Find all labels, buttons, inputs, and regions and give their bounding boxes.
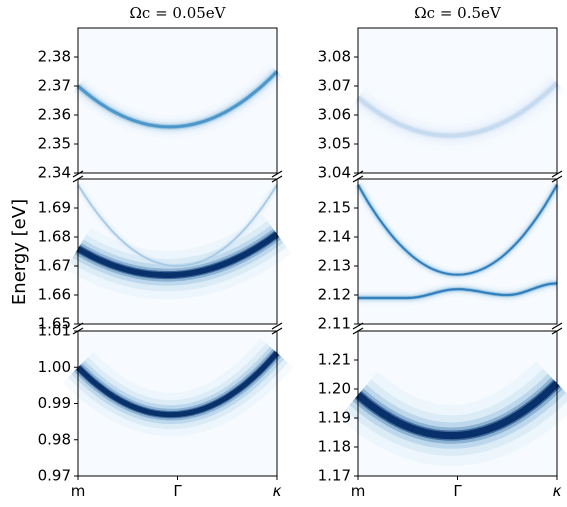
band-core-line <box>77 184 278 267</box>
axis-break-mark <box>352 327 364 335</box>
y-tick-label: 2.15 <box>318 199 351 217</box>
panel-background <box>358 179 557 324</box>
y-tick-label: 1.68 <box>38 228 71 246</box>
axis-break-mark <box>271 322 283 330</box>
y-tick-label: 2.38 <box>38 48 71 66</box>
axis-break-mark <box>352 170 364 178</box>
band-0 <box>62 338 294 437</box>
band-0 <box>348 71 567 152</box>
y-tick-label: 2.35 <box>38 135 71 153</box>
panel-frame <box>357 27 558 174</box>
y-tick-label: 2.36 <box>38 106 71 124</box>
axis-break-mark <box>352 175 364 183</box>
band-core-line <box>77 70 278 129</box>
y-tick-label: 2.13 <box>318 257 351 275</box>
y-tick-label: 1.01 <box>38 322 71 340</box>
y-tick-label: 2.12 <box>318 286 351 304</box>
y-tick-label: 3.07 <box>318 77 351 95</box>
band-0 <box>358 275 558 306</box>
band-core-line <box>76 231 279 278</box>
x-tick-label: κ <box>553 482 562 500</box>
y-tick-label: 2.11 <box>318 315 351 333</box>
band-core-line <box>357 184 558 276</box>
column-title-1: Ωc = 0.5eV <box>414 4 502 22</box>
y-tick-label: 2.14 <box>318 228 351 246</box>
axis-break-mark <box>72 327 84 335</box>
y-tick-label: 1.66 <box>38 286 71 304</box>
panel-0-0: 2.34 2.35 2.36 2.37 2.38 <box>38 27 285 182</box>
y-tick-label: 3.04 <box>318 164 351 182</box>
axis-break-mark <box>352 322 364 330</box>
axis-break-mark <box>72 175 84 183</box>
y-tick-label: 3.08 <box>318 48 351 66</box>
axis-break-mark <box>271 170 283 178</box>
panel-1-1: 2.11 2.12 2.13 2.14 2.15 <box>318 170 564 333</box>
y-tick-label: 0.99 <box>38 394 71 412</box>
x-tick-label: m <box>351 482 366 500</box>
y-tick-label: 1.00 <box>38 358 71 376</box>
axis-break-mark <box>271 175 283 183</box>
y-tick-label: 1.21 <box>318 351 351 369</box>
y-tick-label: 1.20 <box>318 380 351 398</box>
axis-break-mark <box>551 170 563 178</box>
y-tick-label: 1.65 <box>38 315 71 333</box>
y-tick-label: 1.17 <box>318 467 351 485</box>
band-core-line <box>355 380 560 440</box>
panel-background <box>78 331 277 476</box>
x-tick-label: κ <box>273 482 282 500</box>
y-tick-label: 0.97 <box>38 467 71 485</box>
y-tick-label: 1.67 <box>38 257 71 275</box>
axis-break-mark <box>551 322 563 330</box>
band-0 <box>70 63 285 139</box>
axis-break-mark <box>551 327 563 335</box>
band-1 <box>351 181 564 282</box>
y-tick-label: 3.06 <box>318 106 351 124</box>
x-tick-label: m <box>71 482 86 500</box>
y-tick-label: 1.69 <box>38 199 71 217</box>
band-core-line <box>76 351 279 418</box>
y-tick-label: 2.34 <box>38 164 71 182</box>
panel-background <box>358 331 557 476</box>
x-tick-label: Γ <box>173 482 182 500</box>
panel-1-0: 3.04 3.05 3.06 3.07 3.08 <box>318 27 567 182</box>
y-tick-label: 1.19 <box>318 409 351 427</box>
band-0 <box>65 214 292 300</box>
panel-frame <box>357 178 558 325</box>
y-tick-label: 1.18 <box>318 438 351 456</box>
band-1 <box>73 182 282 272</box>
y-tick-label: 2.37 <box>38 77 71 95</box>
axis-break-mark <box>551 175 563 183</box>
axis-break-mark <box>72 170 84 178</box>
axis-break-mark <box>72 322 84 330</box>
band-core-line <box>356 81 559 138</box>
panel-0-1: 1.65 1.66 1.67 1.68 1.69 <box>38 170 292 333</box>
x-tick-label: Γ <box>453 482 462 500</box>
y-tick-label: 0.98 <box>38 430 71 448</box>
panel-background <box>358 28 557 173</box>
panel-frame <box>77 27 278 174</box>
band-0 <box>338 361 567 467</box>
y-axis-label: Energy [eV] <box>9 199 30 305</box>
y-tick-label: 3.05 <box>318 135 351 153</box>
column-title-0: Ωc = 0.05eV <box>129 4 226 22</box>
plot-area: Ωc = 0.05eV2.342.352.362.372.381.651.661… <box>38 4 567 500</box>
band-core-line <box>358 282 558 299</box>
axis-break-mark <box>271 327 283 335</box>
panel-0-2: 0.97 0.98 0.99 1.00 1.01 <box>38 322 294 485</box>
panel-1-2: 1.17 1.18 1.19 1.20 1.21 <box>318 322 567 485</box>
panel-frame <box>77 178 278 325</box>
